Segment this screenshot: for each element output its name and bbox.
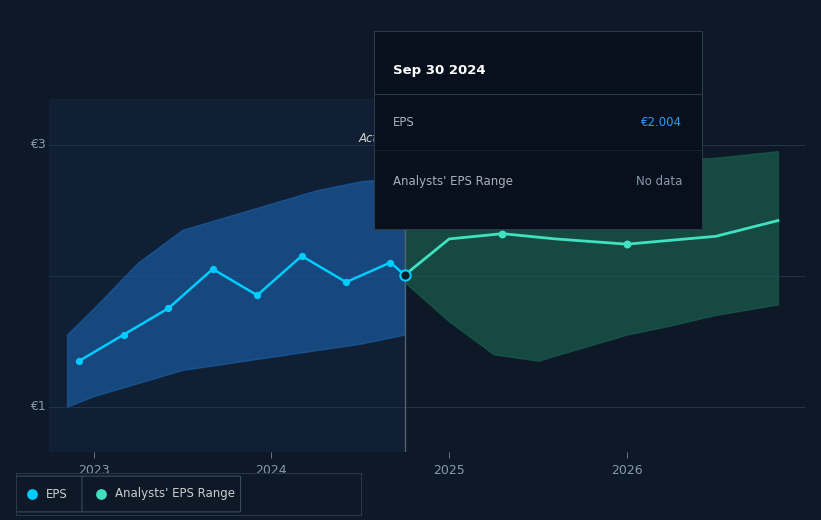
Point bbox=[621, 240, 634, 249]
Point bbox=[250, 291, 264, 300]
Point bbox=[117, 330, 131, 339]
Text: €2.004: €2.004 bbox=[641, 115, 682, 128]
Text: €1: €1 bbox=[30, 400, 45, 413]
Bar bbox=[49, 99, 405, 452]
Text: Sep 30 2024: Sep 30 2024 bbox=[393, 64, 486, 77]
Text: EPS: EPS bbox=[46, 488, 67, 500]
Text: €3: €3 bbox=[30, 138, 45, 151]
Point bbox=[295, 252, 308, 260]
FancyBboxPatch shape bbox=[15, 476, 84, 512]
Point bbox=[94, 490, 108, 498]
Text: Analysts' EPS Range: Analysts' EPS Range bbox=[393, 175, 513, 188]
Text: EPS: EPS bbox=[393, 115, 415, 128]
Text: Analysts Forecasts: Analysts Forecasts bbox=[414, 132, 524, 145]
Point bbox=[496, 229, 509, 238]
Point bbox=[73, 357, 86, 365]
Text: Analysts' EPS Range: Analysts' EPS Range bbox=[115, 488, 235, 500]
Point bbox=[162, 304, 175, 313]
Point bbox=[384, 258, 397, 267]
FancyBboxPatch shape bbox=[82, 476, 241, 512]
Text: No data: No data bbox=[636, 175, 682, 188]
Point bbox=[206, 265, 219, 273]
Point bbox=[340, 278, 353, 287]
Point bbox=[25, 490, 39, 498]
Text: Actual: Actual bbox=[359, 132, 396, 145]
Point bbox=[398, 271, 411, 279]
